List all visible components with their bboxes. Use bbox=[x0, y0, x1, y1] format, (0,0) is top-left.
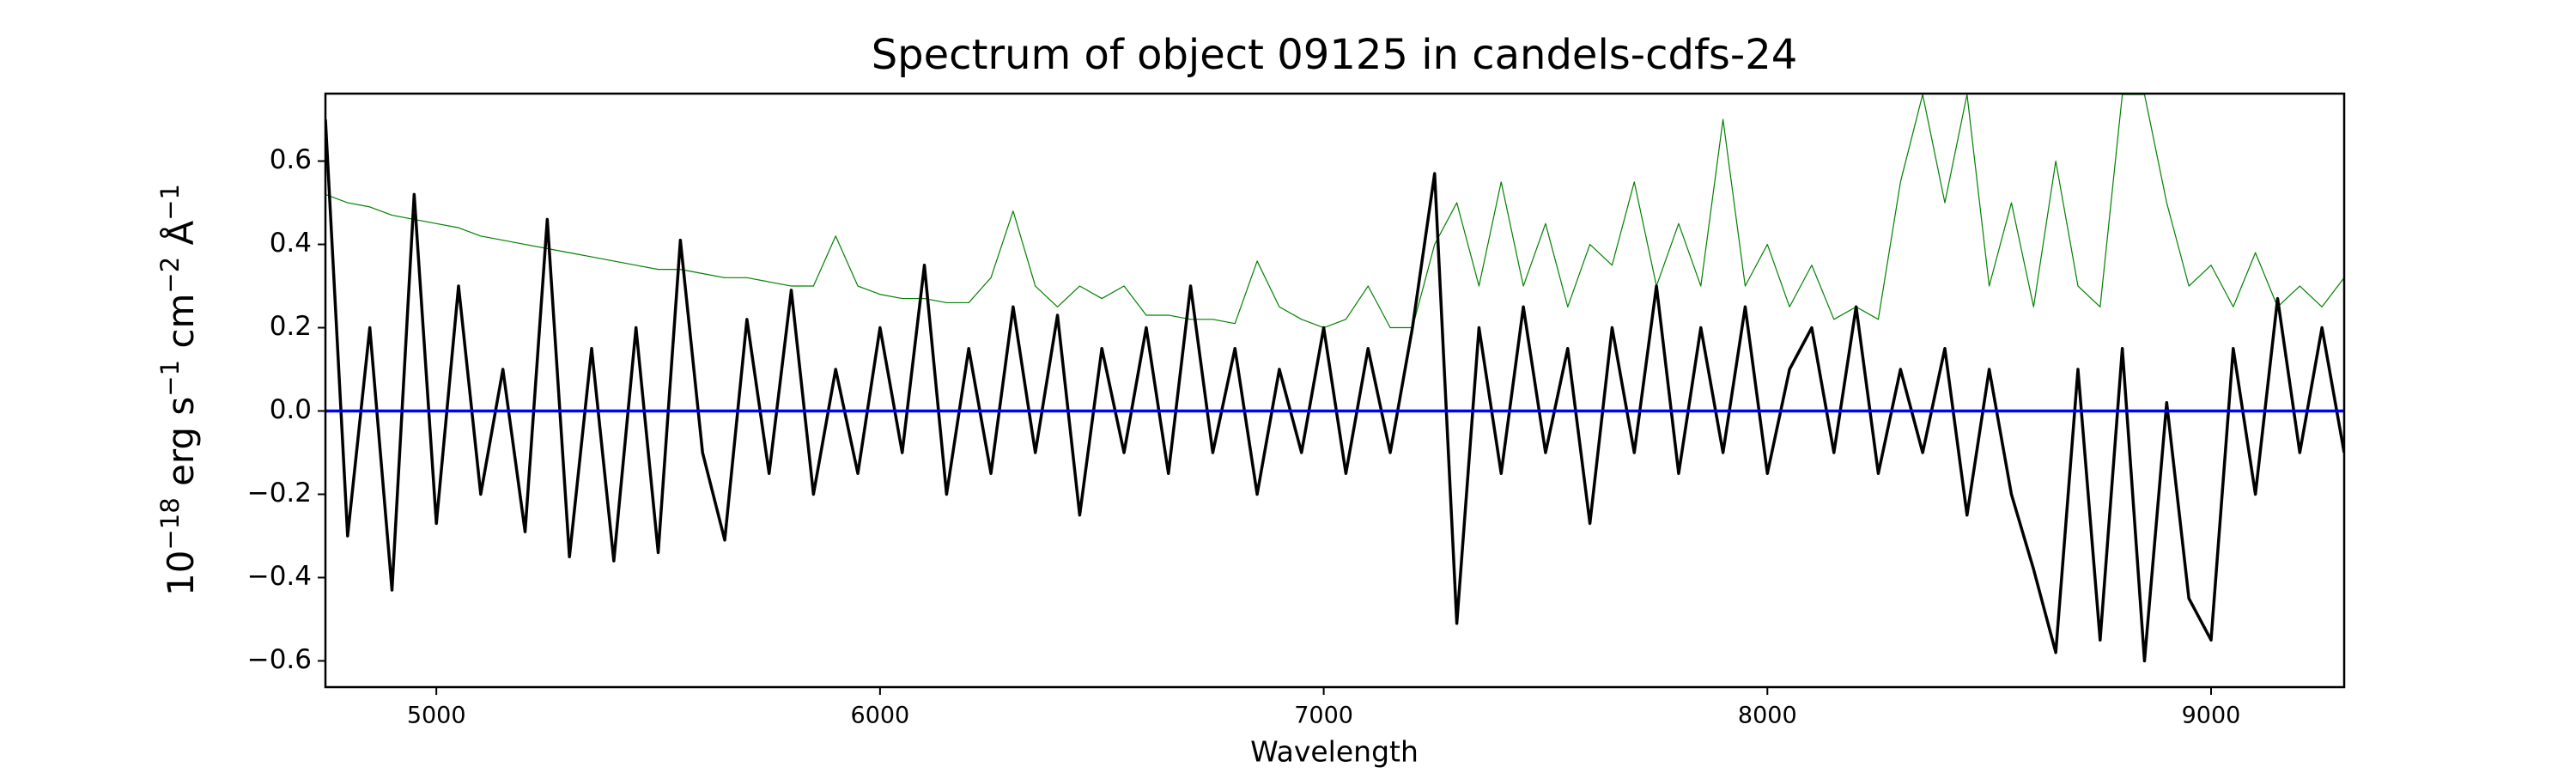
spectrum-line bbox=[325, 119, 2344, 663]
x-tick-label: 6000 bbox=[851, 703, 910, 729]
y-tick-label: −0.4 bbox=[247, 561, 312, 592]
chart-title: Spectrum of object 09125 in candels-cdfs… bbox=[872, 31, 1798, 79]
y-label-text: 10 bbox=[160, 551, 202, 596]
x-tick-label: 5000 bbox=[407, 703, 466, 729]
x-tick-label: 8000 bbox=[1738, 703, 1797, 729]
y-axis-label: 10−18 erg s−1 cm−2 Å−1 bbox=[155, 184, 202, 596]
y-label-exponent: −2 bbox=[155, 257, 185, 294]
x-tick-label: 9000 bbox=[2182, 703, 2241, 729]
y-label-text: cm bbox=[160, 294, 202, 360]
y-label-text: erg s bbox=[160, 397, 202, 498]
plot-frame bbox=[324, 92, 2346, 689]
y-label-exponent: −1 bbox=[155, 184, 185, 221]
y-tick-label: 0.4 bbox=[270, 228, 312, 259]
y-tick-label: 0.2 bbox=[270, 311, 312, 342]
y-tick-label: 0.6 bbox=[270, 144, 312, 175]
y-label-text: Å bbox=[159, 221, 202, 257]
plot-lines bbox=[325, 94, 2344, 663]
x-axis-label: Wavelength bbox=[1250, 735, 1419, 769]
spectrum-line bbox=[325, 94, 2344, 329]
y-tick-label: 0.0 bbox=[270, 394, 312, 425]
x-tick-label: 7000 bbox=[1294, 703, 1353, 729]
y-label-exponent: −1 bbox=[155, 360, 185, 397]
y-label-exponent: −18 bbox=[155, 497, 185, 550]
y-tick-label: −0.2 bbox=[247, 478, 312, 508]
y-tick-label: −0.6 bbox=[247, 644, 312, 675]
